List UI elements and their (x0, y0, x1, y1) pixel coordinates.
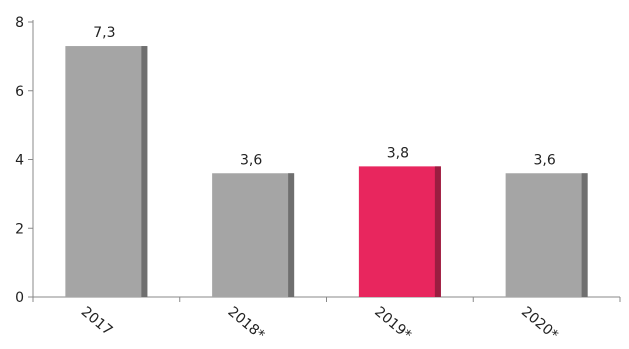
bar-face (212, 173, 295, 297)
bars (65, 46, 588, 297)
value-label: 3,6 (533, 152, 555, 168)
x-axis (32, 296, 621, 302)
y-tick-label: 0 (15, 290, 24, 306)
category-label: 2018* (225, 304, 268, 344)
y-tick-label: 2 (15, 221, 24, 237)
bar-face (358, 166, 441, 297)
value-label: 3,6 (240, 152, 262, 168)
y-tick-label: 4 (15, 153, 24, 169)
category-label: 2017 (78, 304, 116, 339)
bar-2018* (212, 173, 295, 297)
y-axis: 0 2 4 6 8 (15, 15, 34, 306)
category-label: 2019* (371, 304, 414, 344)
y-tick-label: 6 (15, 84, 24, 100)
value-labels: 7,3 3,6 3,8 3,6 (93, 25, 556, 168)
bar-2019* (358, 166, 441, 297)
bar-face (65, 46, 148, 297)
value-label: 7,3 (93, 25, 115, 41)
bar-side (581, 173, 588, 297)
bar-side (434, 166, 441, 297)
bar-side (288, 173, 295, 297)
value-label: 3,8 (387, 145, 409, 161)
bar-2020* (505, 173, 588, 297)
y-tick-label: 8 (15, 15, 24, 31)
bar-side (141, 46, 148, 297)
bar-2017 (65, 46, 148, 297)
bar-face (505, 173, 588, 297)
category-label: 2020* (518, 304, 561, 344)
category-labels: 2017 2018* 2019* 2020* (78, 304, 561, 344)
